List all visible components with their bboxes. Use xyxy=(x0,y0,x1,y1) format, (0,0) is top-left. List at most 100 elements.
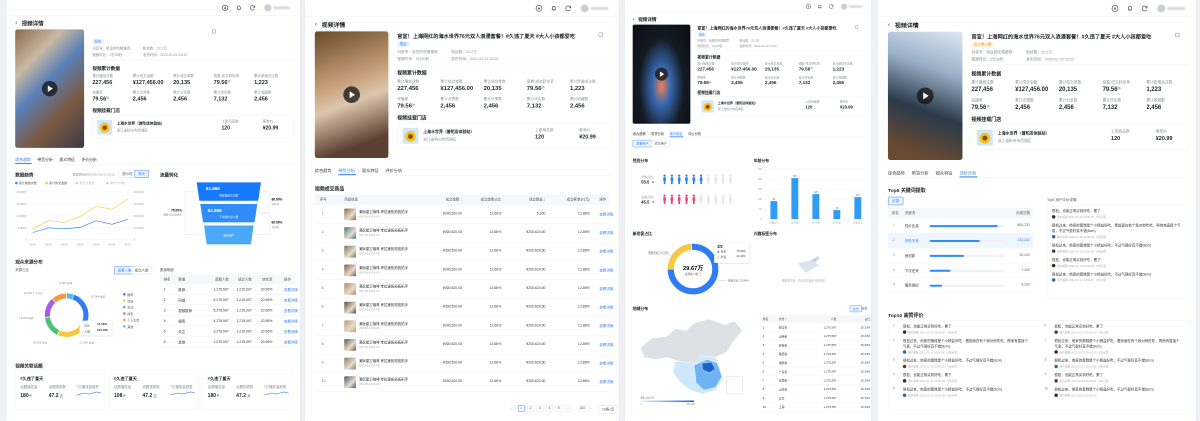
legend-item[interactable]: 同城 xyxy=(127,299,134,304)
column-header[interactable]: 关键词 xyxy=(904,211,916,216)
product-name[interactable]: 潮玩星卫咖啡 考拉速拓拓拓拓手 xyxy=(358,247,409,252)
table-row[interactable] xyxy=(314,336,610,355)
refresh-icon[interactable] xyxy=(249,5,256,11)
tab-3[interactable]: 评价分析 xyxy=(959,170,977,176)
table-row[interactable] xyxy=(759,332,871,341)
keyword[interactable]: 服务很好 xyxy=(904,284,919,288)
bell-icon[interactable] xyxy=(1126,5,1133,12)
view-details-link[interactable]: 查看详情 xyxy=(599,268,614,273)
view-details-link[interactable]: 查看详情 xyxy=(283,340,298,345)
table-row[interactable] xyxy=(314,373,610,392)
product-name[interactable]: 潮玩星卫咖啡 考拉速拓拓拓拓手 xyxy=(358,322,409,326)
table-row[interactable] xyxy=(314,280,610,299)
view-details-link[interactable]: 查看详情 xyxy=(599,212,614,217)
play-button[interactable] xyxy=(41,80,58,97)
column-header[interactable]: 序号 xyxy=(319,198,327,202)
table-row[interactable] xyxy=(159,284,296,295)
table-row[interactable] xyxy=(159,294,296,306)
user-name[interactable] xyxy=(273,6,290,10)
tab-1[interactable]: 带货分析 xyxy=(338,168,356,174)
table-row[interactable] xyxy=(159,337,296,348)
product-name[interactable]: 潮玩星卫咖啡 考拉速拓拓拓拓手 xyxy=(358,378,409,382)
table-row[interactable] xyxy=(314,242,610,262)
store-card[interactable]: 上海水世界（普陀店体验站） 浙江省杭州市西湖区 上架商品数 120 客单价 ¥20.99 xyxy=(697,96,866,117)
tab-2[interactable]: 观众特征 xyxy=(361,168,379,174)
video-thumbnail[interactable] xyxy=(887,31,963,160)
column-header[interactable]: 操作 xyxy=(283,277,291,282)
view-details-link[interactable]: 查看详情 xyxy=(599,324,614,329)
store-name[interactable]: 上海水世界（普陀店体验站） xyxy=(116,121,165,126)
topic-card[interactable]: #久违了夏天 话题播放量 180 w 话题视频数 47.2 万 7日播放量趋势 xyxy=(15,370,106,410)
legend-item[interactable]: 累计点赞数 xyxy=(79,181,95,186)
topic-card[interactable]: #久违了夏天 话题播放量 180 w 话题视频数 47.2 万 7日播放量趋势 xyxy=(202,370,293,410)
table-row[interactable] xyxy=(314,317,610,336)
copy-icon[interactable] xyxy=(598,32,603,37)
page-3[interactable]: 3 xyxy=(536,405,544,412)
column-header[interactable]: 人数 xyxy=(830,317,837,321)
tab-0[interactable]: 综合趋势 xyxy=(15,157,31,163)
copy-icon[interactable] xyxy=(855,25,859,29)
column-header[interactable]: 排名 xyxy=(762,317,769,321)
table-row[interactable] xyxy=(759,323,871,332)
table-row[interactable] xyxy=(759,376,871,385)
video-thumbnail[interactable] xyxy=(632,24,691,124)
toggle-hourly[interactable]: 按小时 xyxy=(118,169,137,178)
view-details-link[interactable]: 查看详情 xyxy=(599,250,614,254)
view-details-link[interactable]: 查看详情 xyxy=(599,231,614,236)
table-row[interactable] xyxy=(887,248,1034,264)
table-row[interactable] xyxy=(159,316,296,327)
toggle-buyers[interactable]: 成交人数 xyxy=(130,266,153,275)
back-icon[interactable]: ‹ xyxy=(15,18,18,26)
play-button[interactable] xyxy=(916,87,934,105)
tab-3[interactable]: 评价分析 xyxy=(81,157,97,163)
column-header[interactable]: 转化率 xyxy=(262,277,273,282)
store-name[interactable]: 上海水世界（普陀店体验站） xyxy=(717,101,758,105)
user-avatar[interactable] xyxy=(264,4,272,12)
bell-icon[interactable] xyxy=(236,5,242,11)
next-page-button[interactable]: › xyxy=(590,406,592,411)
back-icon[interactable]: ‹ xyxy=(314,20,317,28)
tab-3[interactable]: 评价分析 xyxy=(688,131,702,136)
topic-card[interactable]: #久违了夏天 话题播放量 108 w 话题视频数 47.2 万 7日播放量趋势 xyxy=(108,370,199,410)
view-details-link[interactable]: 查看详情 xyxy=(283,297,298,303)
page-size-select[interactable]: 10条/页 xyxy=(597,405,619,414)
product-name[interactable]: 潮玩星卫咖啡 考拉速拓拓拓拓手 xyxy=(358,229,409,233)
column-header[interactable]: 商品信息 xyxy=(344,198,358,202)
tab-3[interactable]: 评价分析 xyxy=(385,168,403,174)
legend-item[interactable]: 推荐 xyxy=(127,293,134,297)
legend-item[interactable]: 关注 xyxy=(127,306,134,310)
column-header[interactable]: 观看人数 xyxy=(215,277,229,282)
view-details-link[interactable]: 查看详情 xyxy=(599,362,614,366)
video-thumbnail[interactable] xyxy=(314,31,389,158)
view-details-link[interactable]: 查看详情 xyxy=(283,287,298,292)
view-details-link[interactable]: 查看详情 xyxy=(599,343,614,347)
view-details-link[interactable]: 查看详情 xyxy=(599,287,614,291)
subtab-viewers[interactable]: 观看用户 xyxy=(632,139,652,148)
filter-all-button[interactable]: 全部 xyxy=(887,196,904,206)
table-row[interactable] xyxy=(887,219,1034,234)
view-details-link[interactable]: 查看详情 xyxy=(283,329,298,334)
tab-0[interactable]: 综合趋势 xyxy=(887,170,905,176)
download-icon[interactable] xyxy=(535,5,543,12)
back-icon[interactable]: ‹ xyxy=(632,15,635,22)
page-2[interactable]: 2 xyxy=(527,405,535,412)
column-header[interactable]: 占比 xyxy=(864,317,871,321)
store-card[interactable]: 上海水世界（普陀店体验站） 浙江省杭州市西湖区 上架商品数 120 客单价 ¥20.99 xyxy=(397,122,613,149)
store-name[interactable]: 上海水世界（普陀店体验站） xyxy=(423,129,475,134)
back-icon[interactable]: ‹ xyxy=(887,20,891,28)
keyword[interactable]: 好吃不贵 xyxy=(904,239,919,243)
page-5[interactable]: 5 xyxy=(555,405,563,412)
column-header[interactable]: 排名 xyxy=(163,277,171,282)
store-name[interactable]: 上海水世界（普陀店体验站） xyxy=(997,131,1050,136)
table-row[interactable] xyxy=(314,261,610,280)
refresh-icon[interactable] xyxy=(829,4,834,9)
product-name[interactable]: 潮玩星卫咖啡 考拉速拓拓拓拓手 xyxy=(358,210,409,214)
user-name[interactable] xyxy=(848,5,863,8)
product-name[interactable]: 潮玩星卫咖啡 考拉速拓拓拓拓手 xyxy=(358,285,409,289)
table-row[interactable] xyxy=(759,402,871,412)
table-row[interactable] xyxy=(887,278,1034,294)
product-name[interactable]: 潮玩星卫咖啡 考拉速拓拓拓拓手 xyxy=(358,303,409,308)
table-row[interactable] xyxy=(159,305,296,316)
page-4[interactable]: 4 xyxy=(545,405,553,412)
column-header[interactable]: 成交金额 ↓ xyxy=(445,198,462,202)
